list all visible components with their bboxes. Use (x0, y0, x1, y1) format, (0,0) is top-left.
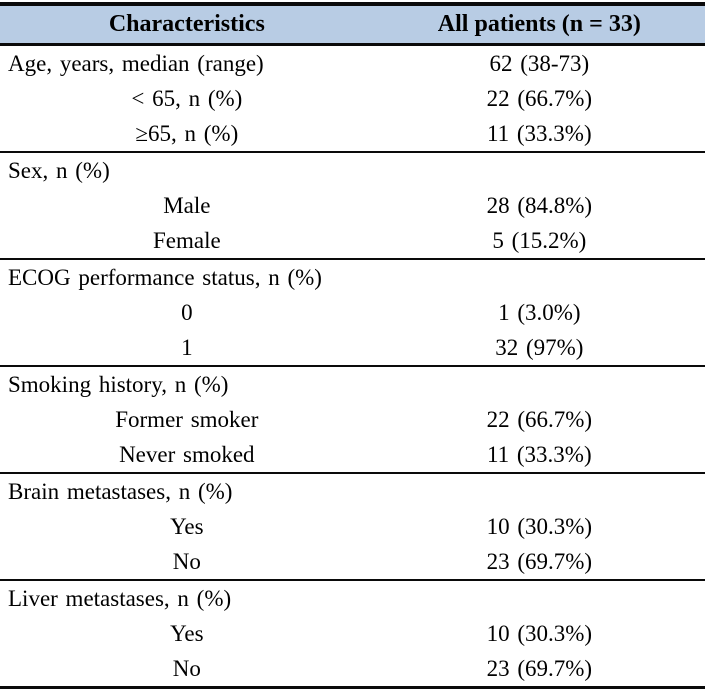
table-row: < 65, n (%) 22 (66.7%) (0, 81, 705, 116)
row-label: Never smoked (119, 441, 255, 467)
table-section: Age, years, median (range) 62 (38-73) < 65… (0, 46, 705, 153)
table-row: Former smoker 22 (66.7%) (0, 402, 705, 437)
row-label: Female (152, 227, 221, 253)
table-row: Yes 10 (30.3%) (0, 616, 705, 651)
table-row: ECOG performance status, n (%) (0, 260, 705, 295)
row-value: 10 (30.3%) (486, 620, 593, 646)
table-row: Sex, n (%) (0, 153, 705, 188)
row-label: 1 (181, 334, 193, 360)
header-characteristics: Characteristics (108, 11, 265, 37)
row-value: 28 (84.8%) (486, 192, 593, 218)
row-label: Yes (170, 620, 204, 646)
row-value: 11 (33.3%) (487, 441, 592, 467)
table-row: Smoking history, n (%) (0, 367, 705, 402)
row-label: ≥65, n (%) (135, 120, 239, 146)
row-label: Sex, n (%) (8, 157, 110, 183)
table-row: Brain metastases, n (%) (0, 474, 705, 509)
table-row: Yes 10 (30.3%) (0, 509, 705, 544)
table-row: No 23 (69.7%) (0, 544, 705, 579)
row-value: 22 (66.7%) (486, 85, 593, 111)
table-row: ≥65, n (%) 11 (33.3%) (0, 116, 705, 151)
row-label: Brain metastases, n (%) (8, 478, 233, 504)
row-value: 5 (15.2%) (492, 227, 587, 253)
row-label: No (172, 548, 201, 574)
row-label: Liver metastases, n (%) (8, 585, 232, 611)
table-row: Never smoked 11 (33.3%) (0, 437, 705, 472)
table-row: No 23 (69.7%) (0, 651, 705, 686)
row-label: Smoking history, n (%) (8, 371, 229, 397)
row-label: < 65, n (%) (131, 85, 243, 111)
row-value: 23 (69.7%) (486, 548, 593, 574)
table-section: Sex, n (%) Male 28 (84.8%) Female 5 (15.2%) (0, 153, 705, 260)
table-row: Female 5 (15.2%) (0, 223, 705, 258)
row-value: 1 (3.0%) (498, 299, 581, 325)
row-label: No (172, 655, 201, 681)
row-label: Male (163, 192, 211, 218)
row-value: 10 (30.3%) (486, 513, 593, 539)
table-row: Age, years, median (range) 62 (38-73) (0, 46, 705, 81)
table-section: Liver metastases, n (%) Yes 10 (30.3%) No 23… (0, 581, 705, 686)
table-row: 0 1 (3.0%) (0, 295, 705, 330)
row-value: 22 (66.7%) (486, 406, 593, 432)
row-value: 62 (38-73) (489, 50, 590, 76)
row-label: ECOG performance status, n (%) (8, 264, 322, 290)
header-all-patients: All patients (n = 33) (437, 11, 641, 37)
row-label: Age, years, median (range) (8, 50, 264, 76)
row-value: 11 (33.3%) (487, 120, 592, 146)
table-header-row: Characteristics All patients (n = 33) (0, 6, 705, 46)
row-label: Yes (170, 513, 204, 539)
table-section: Brain metastases, n (%) Yes 10 (30.3%) No 23… (0, 474, 705, 581)
table-body: Age, years, median (range) 62 (38-73) < 65… (0, 46, 705, 686)
row-value: 32 (97%) (495, 334, 584, 360)
row-label: Former smoker (115, 406, 259, 432)
table-row: Male 28 (84.8%) (0, 188, 705, 223)
row-value: 23 (69.7%) (486, 655, 593, 681)
table-section: ECOG performance status, n (%) 0 1 (3.0%) 1… (0, 260, 705, 367)
table-row: 1 32 (97%) (0, 330, 705, 365)
table-row: Liver metastases, n (%) (0, 581, 705, 616)
table-section: Smoking history, n (%) Former smoker 22 (6… (0, 367, 705, 474)
row-label: 0 (181, 299, 193, 325)
